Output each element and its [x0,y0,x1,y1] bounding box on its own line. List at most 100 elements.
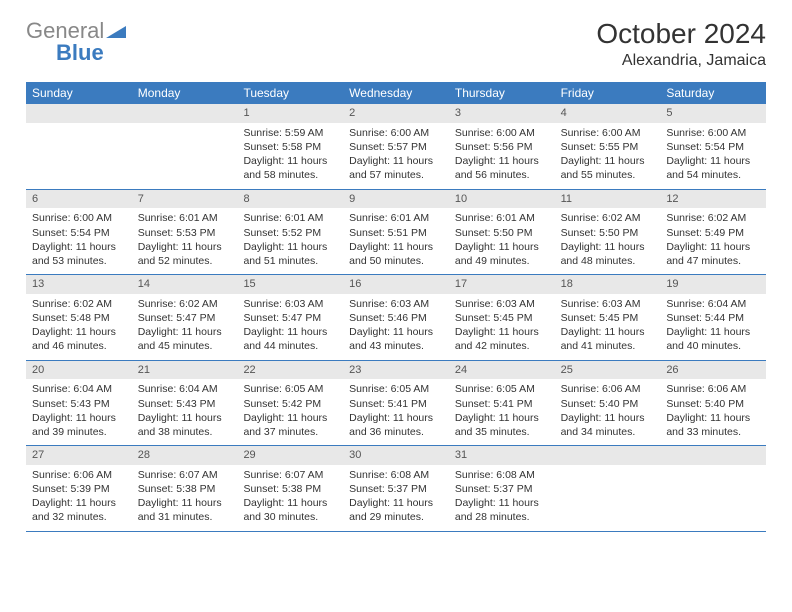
day-body: Sunrise: 6:05 AMSunset: 5:42 PMDaylight:… [237,379,343,445]
daylight-text: Daylight: 11 hours and 38 minutes. [138,411,232,439]
sunrise-text: Sunrise: 6:00 AM [455,126,549,140]
daylight-text: Daylight: 11 hours and 31 minutes. [138,496,232,524]
sunrise-text: Sunrise: 6:01 AM [349,211,443,225]
sunset-text: Sunset: 5:41 PM [349,397,443,411]
day-body: Sunrise: 6:02 AMSunset: 5:47 PMDaylight:… [132,294,238,360]
sunset-text: Sunset: 5:45 PM [455,311,549,325]
daylight-text: Daylight: 11 hours and 54 minutes. [666,154,760,182]
day-cell: 5Sunrise: 6:00 AMSunset: 5:54 PMDaylight… [660,104,766,189]
day-cell: 14Sunrise: 6:02 AMSunset: 5:47 PMDayligh… [132,275,238,360]
day-cell: 15Sunrise: 6:03 AMSunset: 5:47 PMDayligh… [237,275,343,360]
daylight-text: Daylight: 11 hours and 39 minutes. [32,411,126,439]
day-cell [555,446,661,531]
day-number: 21 [132,361,238,380]
daylight-text: Daylight: 11 hours and 48 minutes. [561,240,655,268]
day-number: 13 [26,275,132,294]
day-number: 22 [237,361,343,380]
daylight-text: Daylight: 11 hours and 41 minutes. [561,325,655,353]
daylight-text: Daylight: 11 hours and 51 minutes. [243,240,337,268]
sunrise-text: Sunrise: 6:01 AM [243,211,337,225]
day-number: 9 [343,190,449,209]
day-body: Sunrise: 6:02 AMSunset: 5:48 PMDaylight:… [26,294,132,360]
dayname-monday: Monday [132,82,238,104]
sunset-text: Sunset: 5:41 PM [455,397,549,411]
sunset-text: Sunset: 5:52 PM [243,226,337,240]
daylight-text: Daylight: 11 hours and 50 minutes. [349,240,443,268]
day-number: 6 [26,190,132,209]
daylight-text: Daylight: 11 hours and 35 minutes. [455,411,549,439]
sunrise-text: Sunrise: 6:08 AM [455,468,549,482]
sunrise-text: Sunrise: 6:04 AM [32,382,126,396]
daylight-text: Daylight: 11 hours and 30 minutes. [243,496,337,524]
sunset-text: Sunset: 5:53 PM [138,226,232,240]
sunset-text: Sunset: 5:55 PM [561,140,655,154]
sunrise-text: Sunrise: 6:03 AM [243,297,337,311]
day-body: Sunrise: 6:08 AMSunset: 5:37 PMDaylight:… [449,465,555,531]
day-body: Sunrise: 6:00 AMSunset: 5:54 PMDaylight:… [26,208,132,274]
day-body: Sunrise: 5:59 AMSunset: 5:58 PMDaylight:… [237,123,343,189]
day-number: 20 [26,361,132,380]
day-cell: 1Sunrise: 5:59 AMSunset: 5:58 PMDaylight… [237,104,343,189]
sunset-text: Sunset: 5:47 PM [138,311,232,325]
day-number: 27 [26,446,132,465]
day-number: 3 [449,104,555,123]
day-body: Sunrise: 6:00 AMSunset: 5:54 PMDaylight:… [660,123,766,189]
sunset-text: Sunset: 5:50 PM [455,226,549,240]
dayname-friday: Friday [555,82,661,104]
day-cell: 12Sunrise: 6:02 AMSunset: 5:49 PMDayligh… [660,190,766,275]
day-cell: 9Sunrise: 6:01 AMSunset: 5:51 PMDaylight… [343,190,449,275]
sunrise-text: Sunrise: 6:05 AM [243,382,337,396]
daylight-text: Daylight: 11 hours and 52 minutes. [138,240,232,268]
day-body: Sunrise: 6:03 AMSunset: 5:45 PMDaylight:… [449,294,555,360]
day-number: 2 [343,104,449,123]
sunrise-text: Sunrise: 6:01 AM [455,211,549,225]
sunset-text: Sunset: 5:39 PM [32,482,126,496]
sunset-text: Sunset: 5:40 PM [561,397,655,411]
day-cell: 29Sunrise: 6:07 AMSunset: 5:38 PMDayligh… [237,446,343,531]
daylight-text: Daylight: 11 hours and 32 minutes. [32,496,126,524]
day-number: 7 [132,190,238,209]
day-cell [660,446,766,531]
daylight-text: Daylight: 11 hours and 46 minutes. [32,325,126,353]
day-number: 28 [132,446,238,465]
sunrise-text: Sunrise: 6:00 AM [561,126,655,140]
day-cell: 31Sunrise: 6:08 AMSunset: 5:37 PMDayligh… [449,446,555,531]
daylight-text: Daylight: 11 hours and 57 minutes. [349,154,443,182]
day-cell: 21Sunrise: 6:04 AMSunset: 5:43 PMDayligh… [132,361,238,446]
day-body: Sunrise: 6:07 AMSunset: 5:38 PMDaylight:… [237,465,343,531]
sunset-text: Sunset: 5:37 PM [349,482,443,496]
sunrise-text: Sunrise: 6:02 AM [138,297,232,311]
logo: GeneralBlue [26,18,126,66]
day-number: 19 [660,275,766,294]
sunrise-text: Sunrise: 6:06 AM [666,382,760,396]
dayname-saturday: Saturday [660,82,766,104]
day-body: Sunrise: 6:01 AMSunset: 5:51 PMDaylight:… [343,208,449,274]
day-body: Sunrise: 6:04 AMSunset: 5:43 PMDaylight:… [26,379,132,445]
dayname-wednesday: Wednesday [343,82,449,104]
dayname-thursday: Thursday [449,82,555,104]
day-cell: 22Sunrise: 6:05 AMSunset: 5:42 PMDayligh… [237,361,343,446]
day-body: Sunrise: 6:01 AMSunset: 5:52 PMDaylight:… [237,208,343,274]
sunrise-text: Sunrise: 6:03 AM [455,297,549,311]
sunrise-text: Sunrise: 6:00 AM [349,126,443,140]
sunrise-text: Sunrise: 6:05 AM [455,382,549,396]
sunset-text: Sunset: 5:54 PM [666,140,760,154]
day-number: 18 [555,275,661,294]
daylight-text: Daylight: 11 hours and 47 minutes. [666,240,760,268]
sunrise-text: Sunrise: 6:03 AM [349,297,443,311]
day-body: Sunrise: 6:01 AMSunset: 5:53 PMDaylight:… [132,208,238,274]
day-body: Sunrise: 6:04 AMSunset: 5:43 PMDaylight:… [132,379,238,445]
daylight-text: Daylight: 11 hours and 49 minutes. [455,240,549,268]
dayname-sunday: Sunday [26,82,132,104]
day-body: Sunrise: 6:07 AMSunset: 5:38 PMDaylight:… [132,465,238,531]
sunset-text: Sunset: 5:43 PM [32,397,126,411]
day-number: 24 [449,361,555,380]
sunrise-text: Sunrise: 6:00 AM [32,211,126,225]
day-cell: 18Sunrise: 6:03 AMSunset: 5:45 PMDayligh… [555,275,661,360]
sunset-text: Sunset: 5:58 PM [243,140,337,154]
location: Alexandria, Jamaica [596,52,766,70]
dayname-tuesday: Tuesday [237,82,343,104]
day-number: 5 [660,104,766,123]
day-cell: 4Sunrise: 6:00 AMSunset: 5:55 PMDaylight… [555,104,661,189]
week-row: 6Sunrise: 6:00 AMSunset: 5:54 PMDaylight… [26,190,766,276]
